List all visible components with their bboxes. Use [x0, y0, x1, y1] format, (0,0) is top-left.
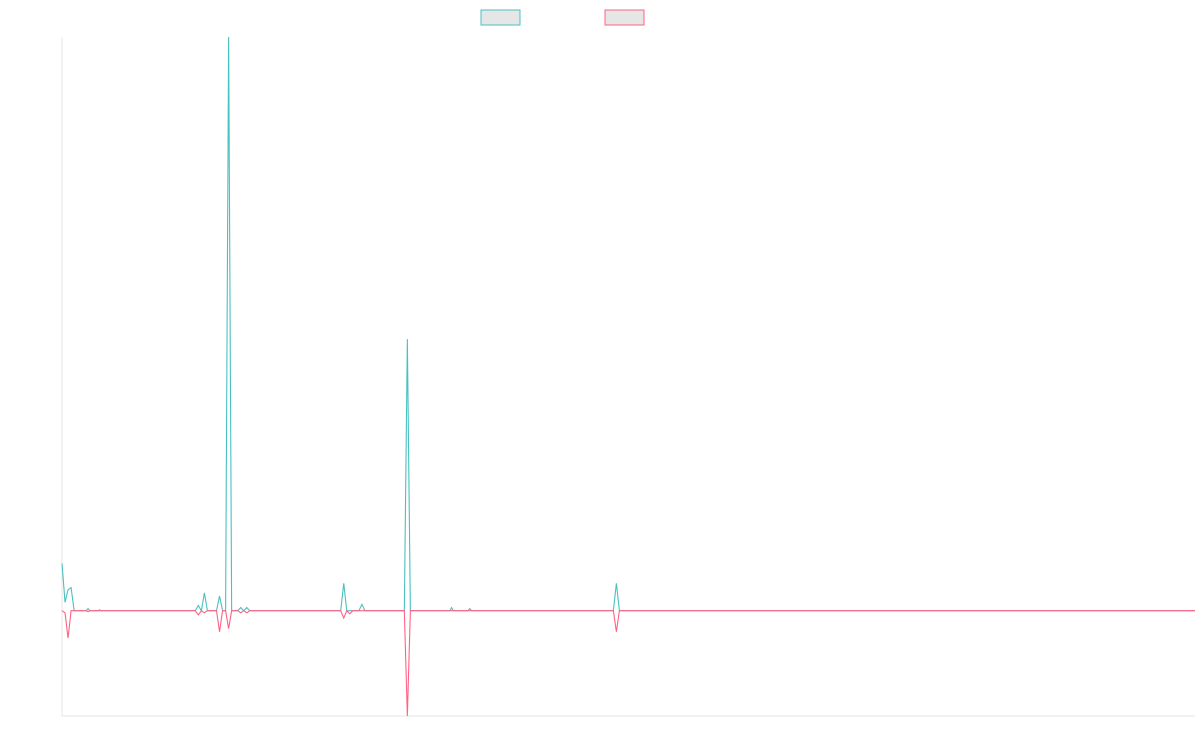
series-line-1 [61, 36, 1195, 613]
series-line-2 [61, 609, 1195, 717]
axes [61, 37, 1195, 717]
legend-swatch-2[interactable] [604, 9, 645, 26]
series-layer [61, 36, 1195, 717]
legend [480, 9, 645, 26]
legend-swatch-1[interactable] [480, 9, 521, 26]
